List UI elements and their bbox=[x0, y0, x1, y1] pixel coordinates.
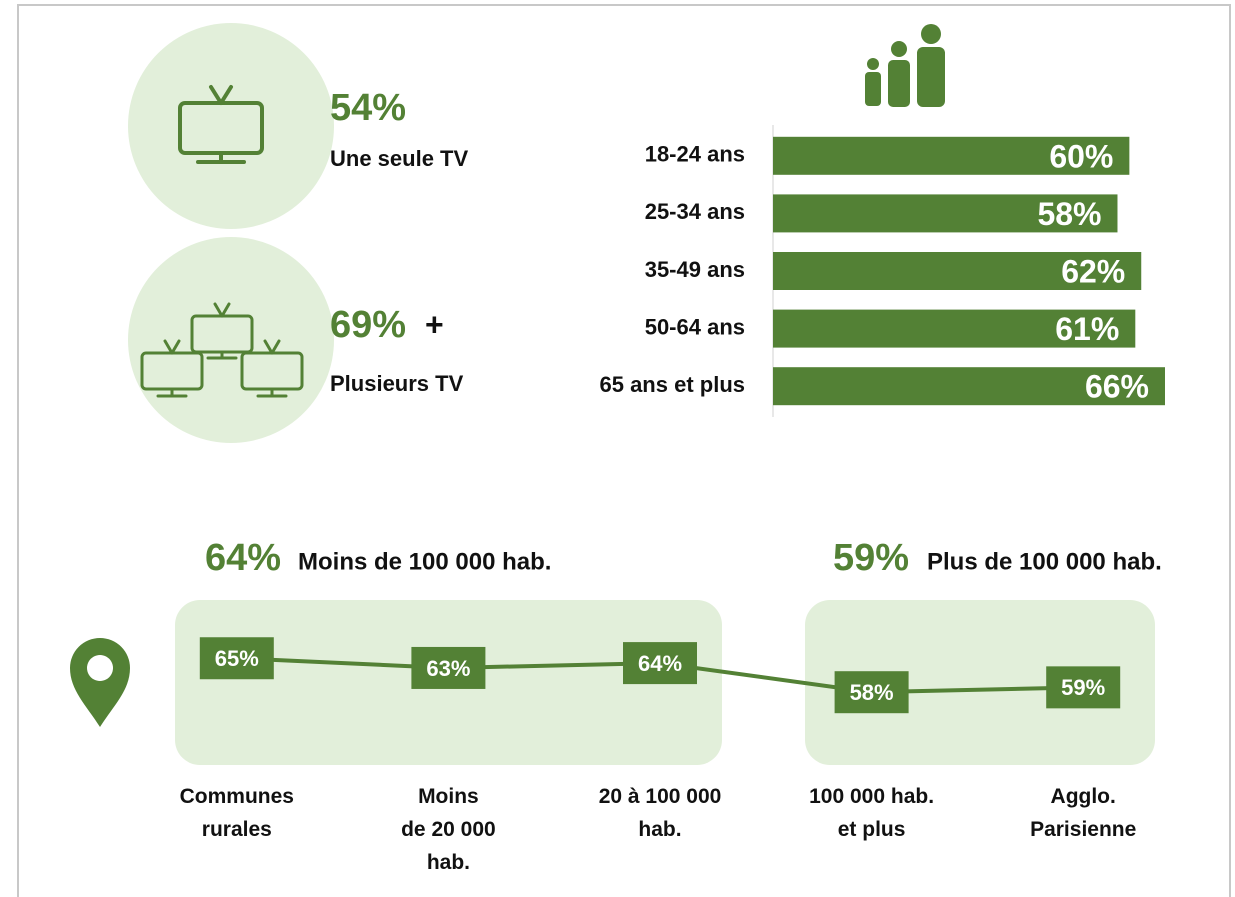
point-label: 64% bbox=[638, 651, 682, 676]
bar bbox=[773, 367, 1165, 406]
bar-category: 65 ans et plus bbox=[599, 372, 745, 397]
stat-value: 54% bbox=[330, 87, 406, 129]
tv-icon bbox=[178, 85, 264, 164]
point-label: 59% bbox=[1061, 675, 1105, 700]
group-box bbox=[805, 600, 1155, 765]
bar-value-label: 60% bbox=[1049, 138, 1113, 174]
circle-multi-tv bbox=[128, 237, 334, 443]
group-label: Plus de 100 000 hab. bbox=[927, 548, 1162, 575]
group-label: Moins de 100 000 hab. bbox=[298, 548, 551, 575]
bar-category: 35-49 ans bbox=[645, 257, 745, 282]
point-box bbox=[834, 671, 909, 714]
x-category: Moins de 20 000 hab. bbox=[401, 785, 496, 874]
bar-category: 25-34 ans bbox=[645, 199, 745, 224]
group-value: 64% bbox=[205, 537, 281, 579]
bar-value-label: 58% bbox=[1037, 196, 1101, 232]
bar-category: 50-64 ans bbox=[645, 314, 745, 339]
stat-suffix: + bbox=[425, 306, 444, 342]
bar-category: 18-24 ans bbox=[645, 142, 745, 167]
bar bbox=[773, 252, 1142, 290]
bar-value-label: 66% bbox=[1085, 369, 1149, 405]
x-category: 20 à 100 000 hab. bbox=[599, 785, 722, 841]
bar bbox=[773, 194, 1118, 233]
location-pin bbox=[70, 638, 130, 727]
bar-value-label: 61% bbox=[1055, 311, 1119, 347]
frame bbox=[17, 4, 1231, 897]
point-box bbox=[1046, 666, 1121, 709]
bar bbox=[773, 309, 1136, 348]
point-box bbox=[199, 637, 274, 680]
bar-value-label: 62% bbox=[1061, 253, 1125, 289]
circle-single-tv bbox=[128, 23, 334, 229]
point-label: 65% bbox=[215, 646, 259, 671]
x-category: 100 000 hab. et plus bbox=[809, 785, 934, 841]
point-box bbox=[411, 646, 486, 689]
point-label: 63% bbox=[426, 656, 470, 681]
stat-label: Plusieurs TV bbox=[330, 371, 464, 396]
point-box bbox=[623, 642, 697, 685]
multi-tv-icon bbox=[140, 302, 304, 398]
stat-label: Une seule TV bbox=[330, 146, 468, 171]
bar bbox=[773, 136, 1130, 175]
stat-value: 69% bbox=[330, 304, 406, 346]
people-icon bbox=[865, 24, 945, 107]
point-label: 58% bbox=[850, 680, 894, 705]
x-category: Agglo. Parisienne bbox=[1030, 785, 1136, 841]
x-category: Communes rurales bbox=[180, 785, 294, 841]
group-value: 59% bbox=[833, 537, 909, 579]
